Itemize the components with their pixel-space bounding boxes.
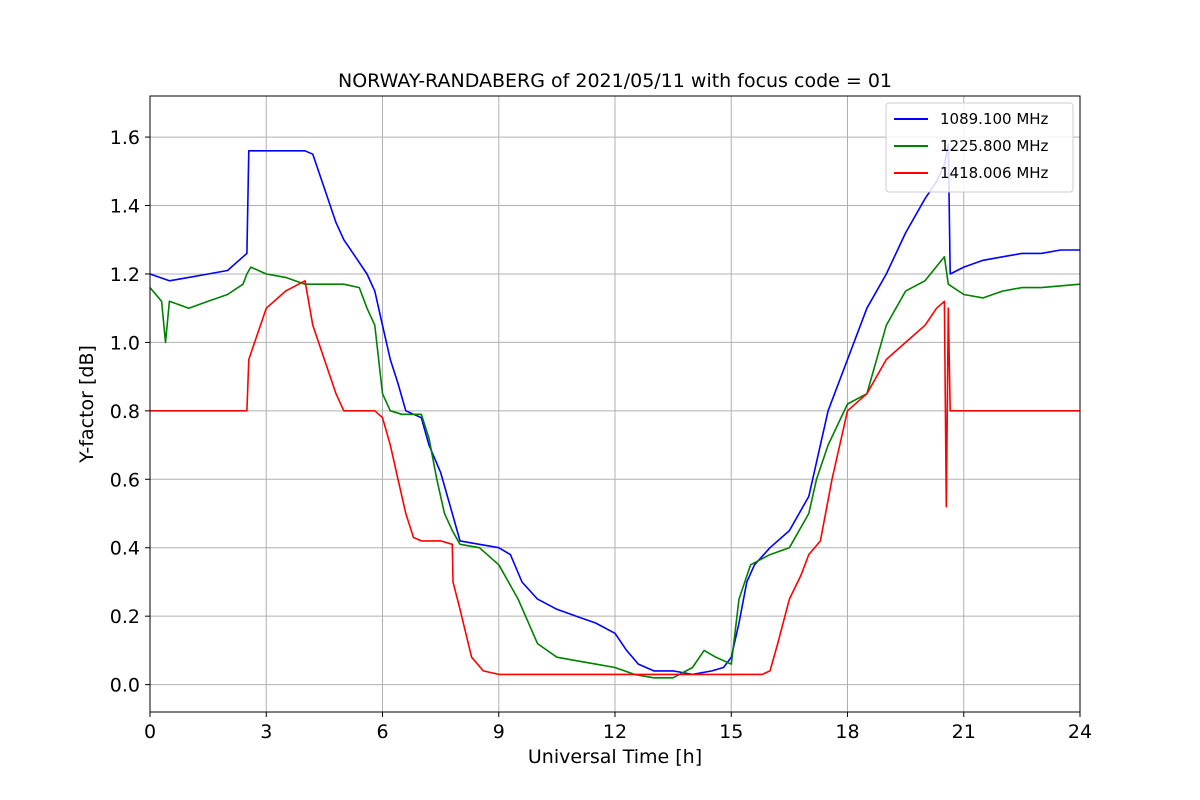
x-tick-label: 24 — [1068, 721, 1092, 743]
x-tick-label: 3 — [260, 721, 272, 743]
x-axis-label: Universal Time [h] — [528, 746, 702, 768]
y-tick-label: 0.0 — [110, 675, 140, 697]
series-line-2 — [149, 255, 1081, 679]
x-tick-label: 6 — [376, 721, 388, 743]
x-tick-label: 21 — [952, 721, 976, 743]
y-tick-label: 0.2 — [110, 606, 140, 628]
series-layer — [149, 143, 1081, 679]
y-tick-label: 1.4 — [110, 196, 140, 218]
legend: 1089.100 MHz 1225.800 MHz 1418.006 MHz — [885, 102, 1074, 193]
y-axis-label: Y-factor [dB] — [76, 345, 98, 464]
tick-layer: 0 3 6 9 12 15 18 21 24 0.0 0.2 0.4 0.6 0.8 1.0 1.2 1.4 1.… — [110, 127, 1092, 743]
x-tick-label: 0 — [144, 721, 156, 743]
series-line-3 — [150, 279, 1080, 676]
x-tick-label: 15 — [719, 721, 743, 743]
legend-label-1: 1089.100 MHz — [940, 110, 1049, 128]
series-line-1 — [149, 143, 1080, 676]
y-tick-label: 0.8 — [110, 401, 140, 423]
y-tick-label: 0.6 — [110, 469, 140, 491]
x-tick-label: 12 — [603, 721, 627, 743]
legend-label-2: 1225.800 MHz — [940, 137, 1049, 155]
x-tick-label: 9 — [493, 721, 505, 743]
y-tick-label: 0.4 — [110, 538, 140, 560]
y-tick-label: 1.2 — [110, 264, 140, 286]
legend-box — [885, 102, 1074, 193]
chart-title: NORWAY-RANDABERG of 2021/05/11 with focu… — [338, 70, 892, 92]
y-tick-label: 1.6 — [110, 127, 140, 149]
x-tick-label: 18 — [835, 721, 859, 743]
y-tick-label: 1.0 — [110, 332, 140, 354]
legend-label-3: 1418.006 MHz — [940, 164, 1049, 182]
